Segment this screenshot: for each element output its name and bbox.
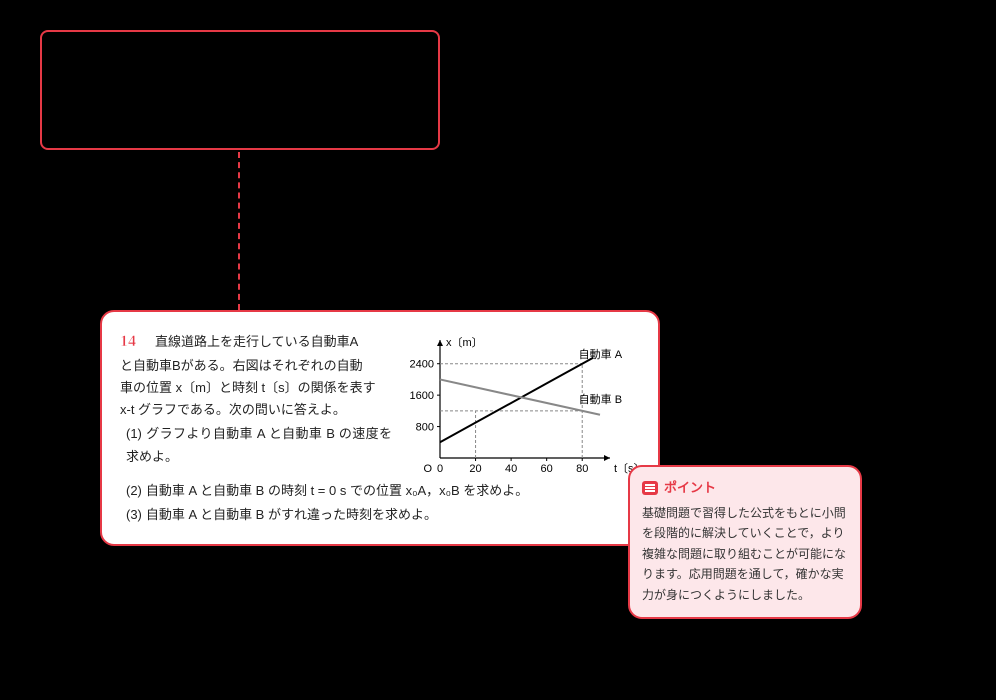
point-card: ポイント 基礎問題で習得した公式をもとに小問を段階的に解決していくことで，より複… (628, 465, 862, 619)
svg-text:80: 80 (576, 463, 588, 475)
svg-text:自動車 A: 自動車 A (579, 347, 623, 361)
svg-text:1600: 1600 (410, 390, 434, 402)
svg-text:800: 800 (416, 422, 434, 434)
question-line-1: と自動車Bがある。右図はそれぞれの自動 (120, 358, 363, 373)
question-line-3: x-t グラフである。次の問いに答えよ。 (120, 402, 346, 417)
sub-question-2: (2)自動車 A と自動車 B の時刻 t = 0 s での位置 x₀A，x₀B… (120, 480, 640, 502)
svg-text:60: 60 (541, 463, 553, 475)
point-title-row: ポイント (642, 477, 848, 499)
question-number: 14 (120, 333, 136, 350)
svg-text:O: O (423, 463, 432, 475)
question-card: 14 直線道路上を走行している自動車A と自動車Bがある。右図はそれぞれの自動 … (100, 310, 660, 546)
question-line-2: 車の位置 x〔m〕と時刻 t〔s〕の関係を表す (120, 380, 376, 395)
sub-question-1: (1)グラフより自動車 A と自動車 B の速度を求めよ。 (120, 423, 392, 467)
svg-text:自動車 B: 自動車 B (579, 392, 622, 406)
question-line-0: 直線道路上を走行している自動車A (142, 334, 358, 349)
svg-text:40: 40 (505, 463, 517, 475)
connector-dashed-line (238, 152, 240, 310)
svg-text:x〔m〕: x〔m〕 (446, 336, 483, 349)
question-body: 14 直線道路上を走行している自動車A と自動車Bがある。右図はそれぞれの自動 … (120, 328, 400, 478)
svg-text:20: 20 (469, 463, 481, 475)
point-title: ポイント (664, 477, 716, 499)
sub-question-3: (3)自動車 A と自動車 B がすれ違った時刻を求めよ。 (120, 504, 640, 526)
svg-text:0: 0 (437, 463, 443, 475)
chart-svg: 80016002400020406080x〔m〕t〔s〕自動車 A自動車 BO (400, 328, 640, 478)
point-body: 基礎問題で習得した公式をもとに小問を段階的に解決していくことで，より複雑な問題に… (642, 503, 848, 605)
svg-text:2400: 2400 (410, 359, 434, 371)
top-red-box (40, 30, 440, 150)
chat-icon (642, 481, 658, 495)
xt-chart: 80016002400020406080x〔m〕t〔s〕自動車 A自動車 BO (400, 328, 640, 478)
